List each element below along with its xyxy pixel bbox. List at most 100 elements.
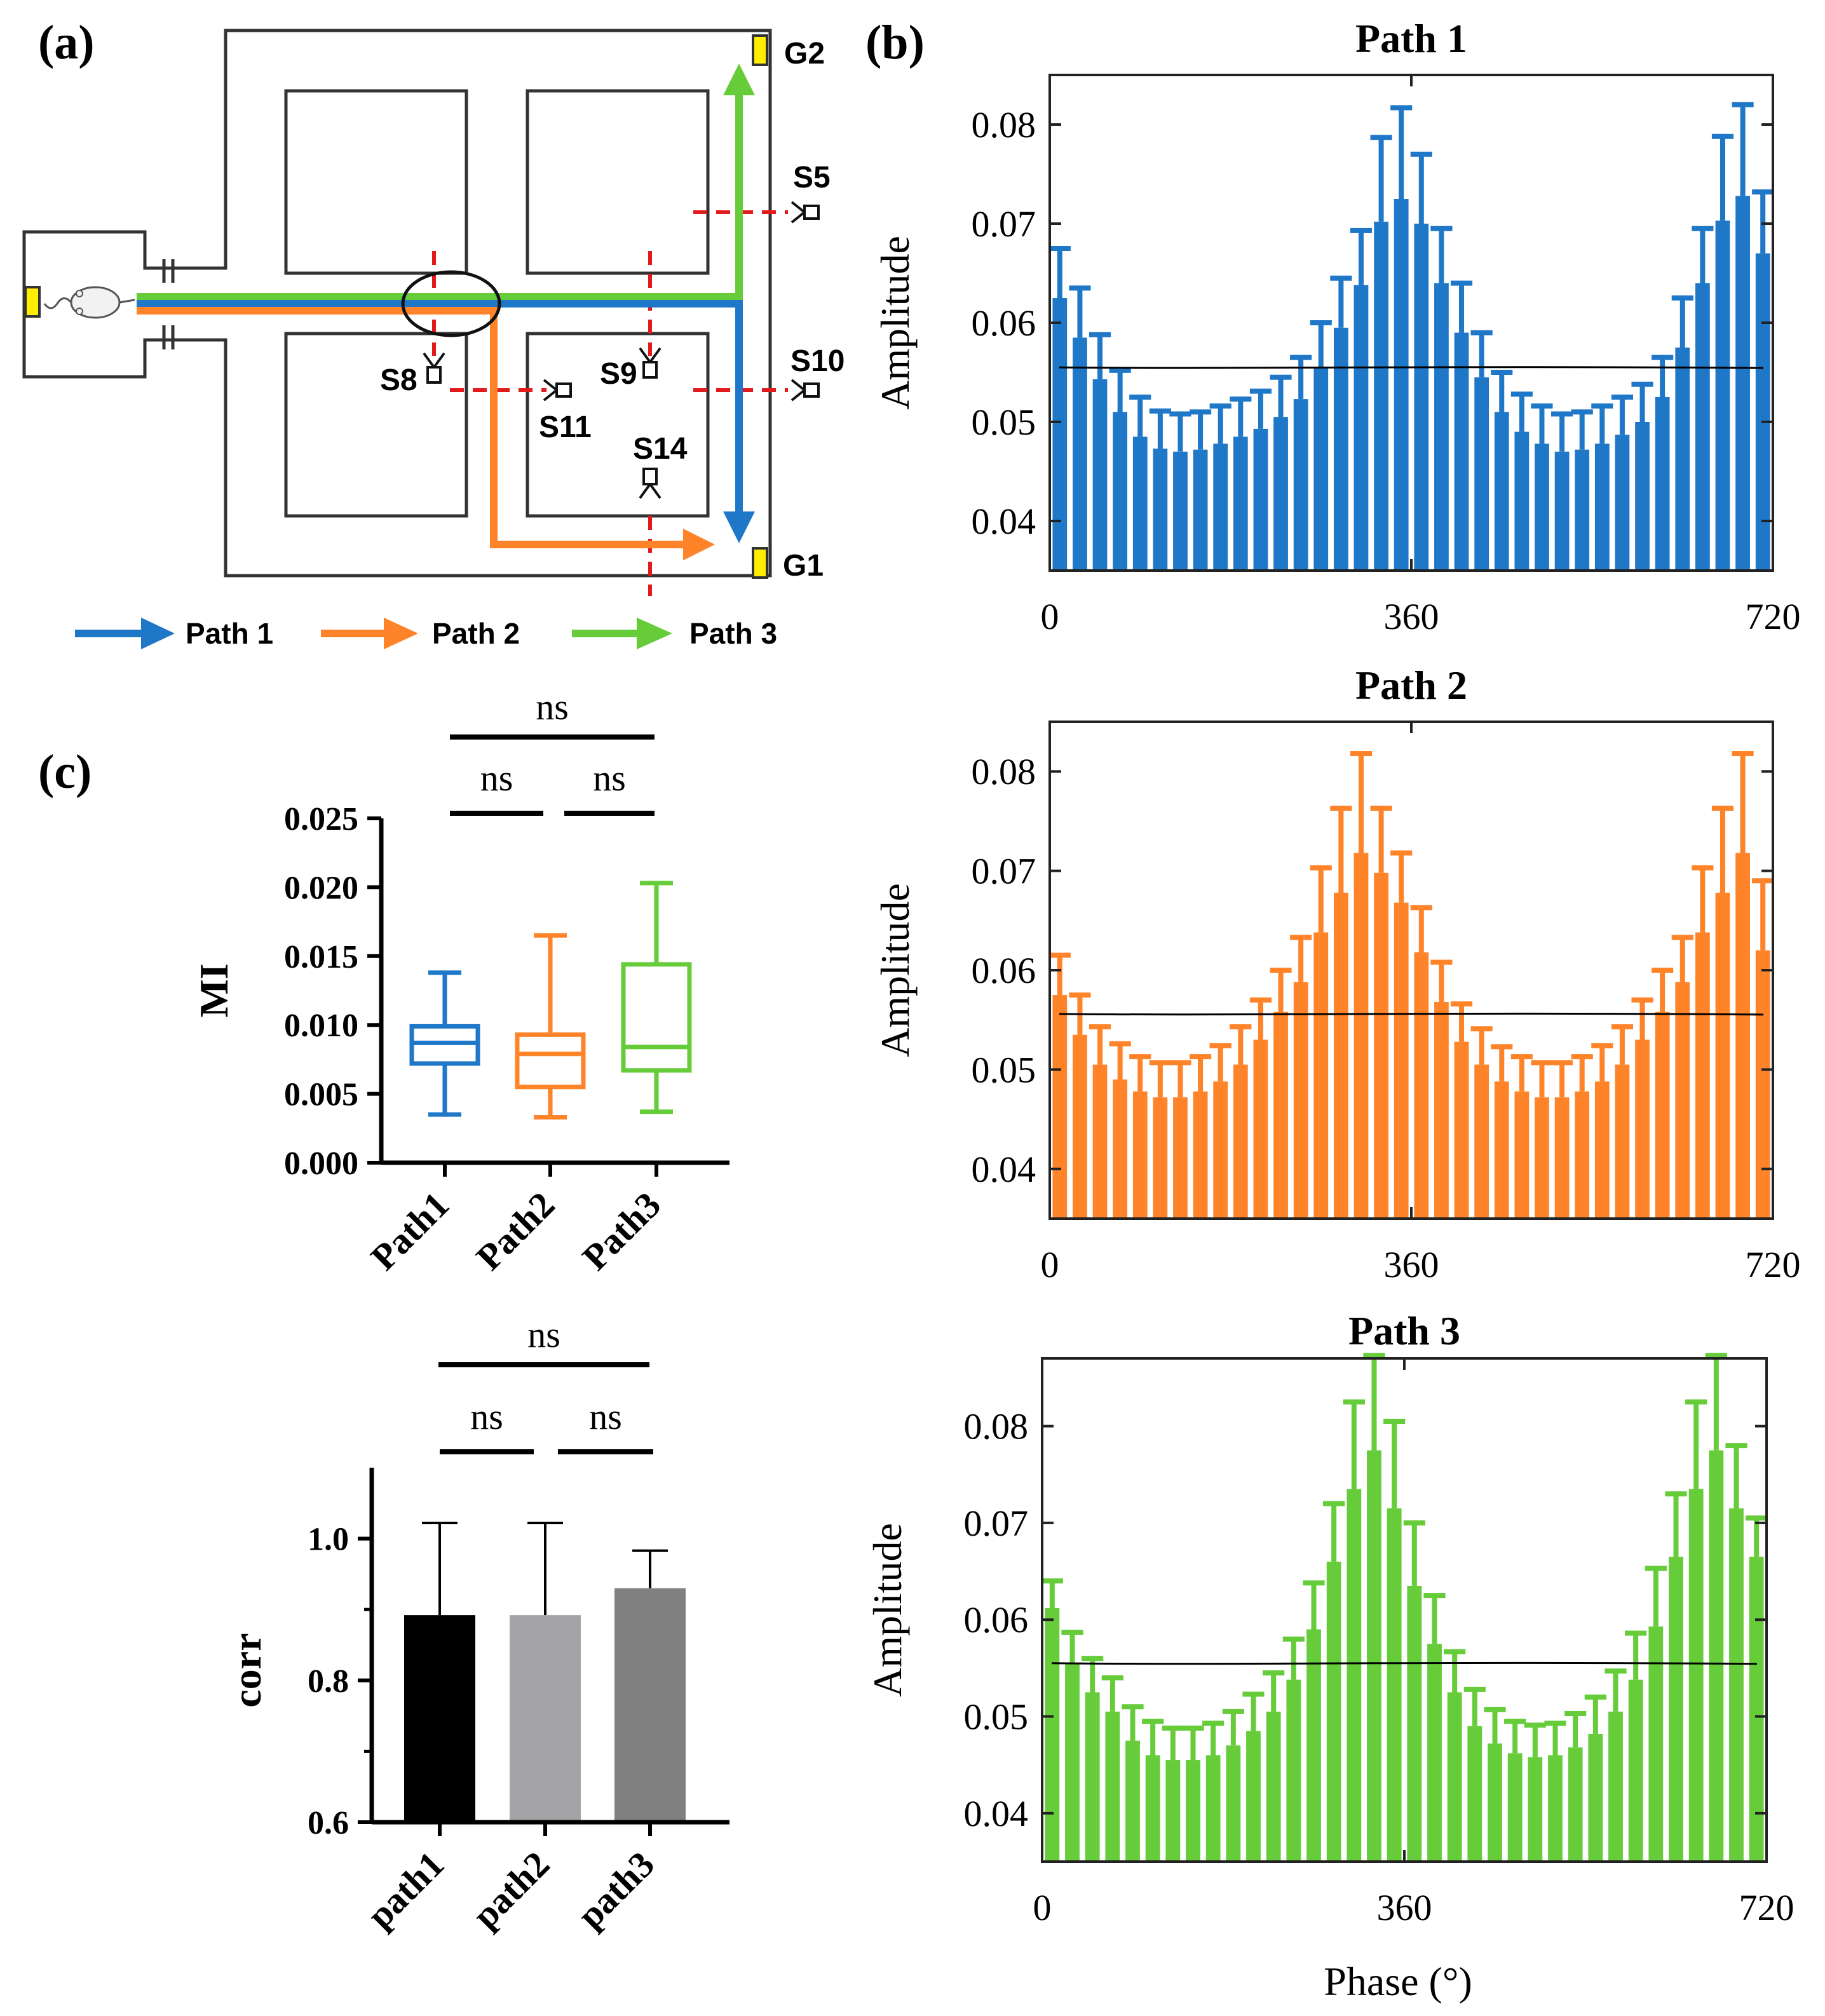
phase-bar bbox=[1474, 1064, 1489, 1219]
y-tick-label: 0.06 bbox=[972, 950, 1036, 991]
phase-bar bbox=[1615, 435, 1630, 571]
phase-bar bbox=[1688, 1489, 1704, 1862]
phase-bar bbox=[1092, 1064, 1108, 1219]
phase-bar bbox=[1145, 1755, 1160, 1862]
phase-bar bbox=[1488, 1743, 1502, 1862]
x-tick-label: 360 bbox=[1384, 596, 1439, 637]
y-tick-label: 0.04 bbox=[964, 1793, 1029, 1834]
y-tick-label: 0.04 bbox=[972, 501, 1036, 542]
phase-bar bbox=[1246, 1731, 1261, 1862]
sensor-label-s5: S5 bbox=[793, 161, 831, 194]
phase-bar bbox=[1394, 902, 1409, 1219]
y-tick-label: 0.020 bbox=[284, 870, 358, 906]
phase-bar bbox=[1233, 436, 1248, 571]
x-tick-label: 720 bbox=[1746, 596, 1801, 637]
y-tick-label: 0.08 bbox=[972, 104, 1036, 145]
phase-bar bbox=[1715, 893, 1730, 1219]
phase-bar bbox=[1594, 1081, 1610, 1219]
phase-bar bbox=[1608, 1711, 1623, 1862]
arrow-icon bbox=[384, 618, 418, 649]
phase-bar bbox=[1535, 443, 1549, 571]
phase-bar bbox=[1367, 1450, 1381, 1862]
phase-bar bbox=[1507, 1753, 1523, 1862]
goal-port-g1 bbox=[752, 547, 768, 579]
goal-label-g2: G2 bbox=[784, 37, 825, 71]
phase-bar bbox=[1052, 995, 1068, 1219]
phase-bar bbox=[1628, 1679, 1643, 1862]
phase-bar bbox=[1113, 1079, 1128, 1219]
phase-bar bbox=[1394, 199, 1409, 571]
y-tick-label: 0.6 bbox=[308, 1805, 349, 1841]
phase-bar bbox=[1326, 1561, 1341, 1862]
panel-label-a: (a) bbox=[38, 16, 95, 69]
phase-bar bbox=[1494, 412, 1509, 571]
arrow-icon bbox=[637, 618, 672, 649]
phase-bar bbox=[1132, 436, 1148, 571]
phase-bar bbox=[1729, 1508, 1744, 1862]
significance-label: ns bbox=[470, 1396, 503, 1437]
x-axis-label: Phase (°) bbox=[1324, 1959, 1472, 2004]
phase-bar bbox=[1313, 932, 1329, 1219]
phase-bar bbox=[1052, 298, 1068, 571]
phase-bar bbox=[1635, 422, 1650, 571]
phase-bar bbox=[1105, 1711, 1120, 1862]
chart-title: Path 2 bbox=[1355, 663, 1467, 708]
phase-bar bbox=[1675, 348, 1690, 571]
phase-bar bbox=[1755, 253, 1770, 571]
path-1-route bbox=[137, 300, 755, 543]
phase-amplitude-chart-path-3: 0.04 0.05 0.06 0.07 0.08 0 360 720 Path 3 Amplitu… bbox=[865, 1308, 1794, 2004]
phase-bar bbox=[1273, 1011, 1288, 1219]
x-tick-label: Path3 bbox=[574, 1184, 668, 1278]
x-tick-label: path1 bbox=[359, 1843, 452, 1936]
phase-bar bbox=[1193, 1091, 1208, 1219]
corr-bar bbox=[510, 1615, 581, 1822]
phase-bar bbox=[1286, 1679, 1301, 1862]
door-marks bbox=[162, 259, 175, 349]
legend-label-path-2: Path 2 bbox=[432, 617, 520, 650]
path-3-route bbox=[137, 64, 755, 301]
phase-bar bbox=[1065, 1663, 1080, 1862]
phase-bar bbox=[1073, 1034, 1087, 1219]
y-tick-label: 1.0 bbox=[308, 1522, 349, 1558]
phase-bar bbox=[1695, 932, 1710, 1219]
y-tick-label: 0.005 bbox=[284, 1077, 358, 1113]
significance-label: ns bbox=[593, 757, 626, 799]
choice-point-ellipse bbox=[401, 270, 501, 337]
phase-bar bbox=[1333, 327, 1348, 571]
phase-bar bbox=[1575, 1091, 1590, 1219]
phase-bar bbox=[1568, 1747, 1583, 1862]
x-tick-label: 360 bbox=[1384, 1244, 1439, 1285]
phase-bar bbox=[1073, 337, 1087, 571]
phase-bar bbox=[1467, 1726, 1482, 1862]
phase-amplitude-chart-path-2: 0.04 0.05 0.06 0.07 0.08 0 360 720 Path 2 Amplitu… bbox=[872, 663, 1801, 1285]
phase-bar bbox=[1113, 412, 1128, 571]
x-tick-label: Path1 bbox=[363, 1184, 457, 1278]
x-tick-label: 360 bbox=[1377, 1887, 1432, 1928]
y-tick-label: 0.08 bbox=[972, 751, 1036, 792]
x-tick-label: path3 bbox=[569, 1843, 662, 1936]
phase-bar bbox=[1709, 1450, 1724, 1862]
y-tick-label: 0.025 bbox=[284, 801, 358, 837]
chart-title: Path 1 bbox=[1355, 16, 1467, 61]
phase-bar bbox=[1655, 397, 1670, 571]
phase-bar bbox=[1387, 1508, 1402, 1862]
phase-bar bbox=[1347, 1489, 1362, 1862]
phase-bar bbox=[1454, 332, 1469, 571]
phase-bar bbox=[1273, 417, 1288, 571]
y-tick-label: 0.05 bbox=[972, 402, 1036, 443]
phase-bar bbox=[1554, 451, 1570, 571]
y-tick-label: 0.010 bbox=[284, 1008, 358, 1044]
x-tick-label: path2 bbox=[465, 1843, 557, 1936]
reference-line bbox=[1059, 1012, 1764, 1016]
phase-bar bbox=[1434, 283, 1449, 571]
phase-bar bbox=[1514, 431, 1530, 571]
arrow-icon bbox=[723, 511, 755, 543]
phase-bar bbox=[1226, 1745, 1241, 1862]
phase-bar bbox=[1153, 449, 1168, 571]
phase-bar bbox=[1414, 952, 1429, 1219]
phase-bar bbox=[1594, 443, 1610, 571]
corr-bar bbox=[614, 1588, 686, 1822]
phase-bar bbox=[1193, 449, 1208, 571]
